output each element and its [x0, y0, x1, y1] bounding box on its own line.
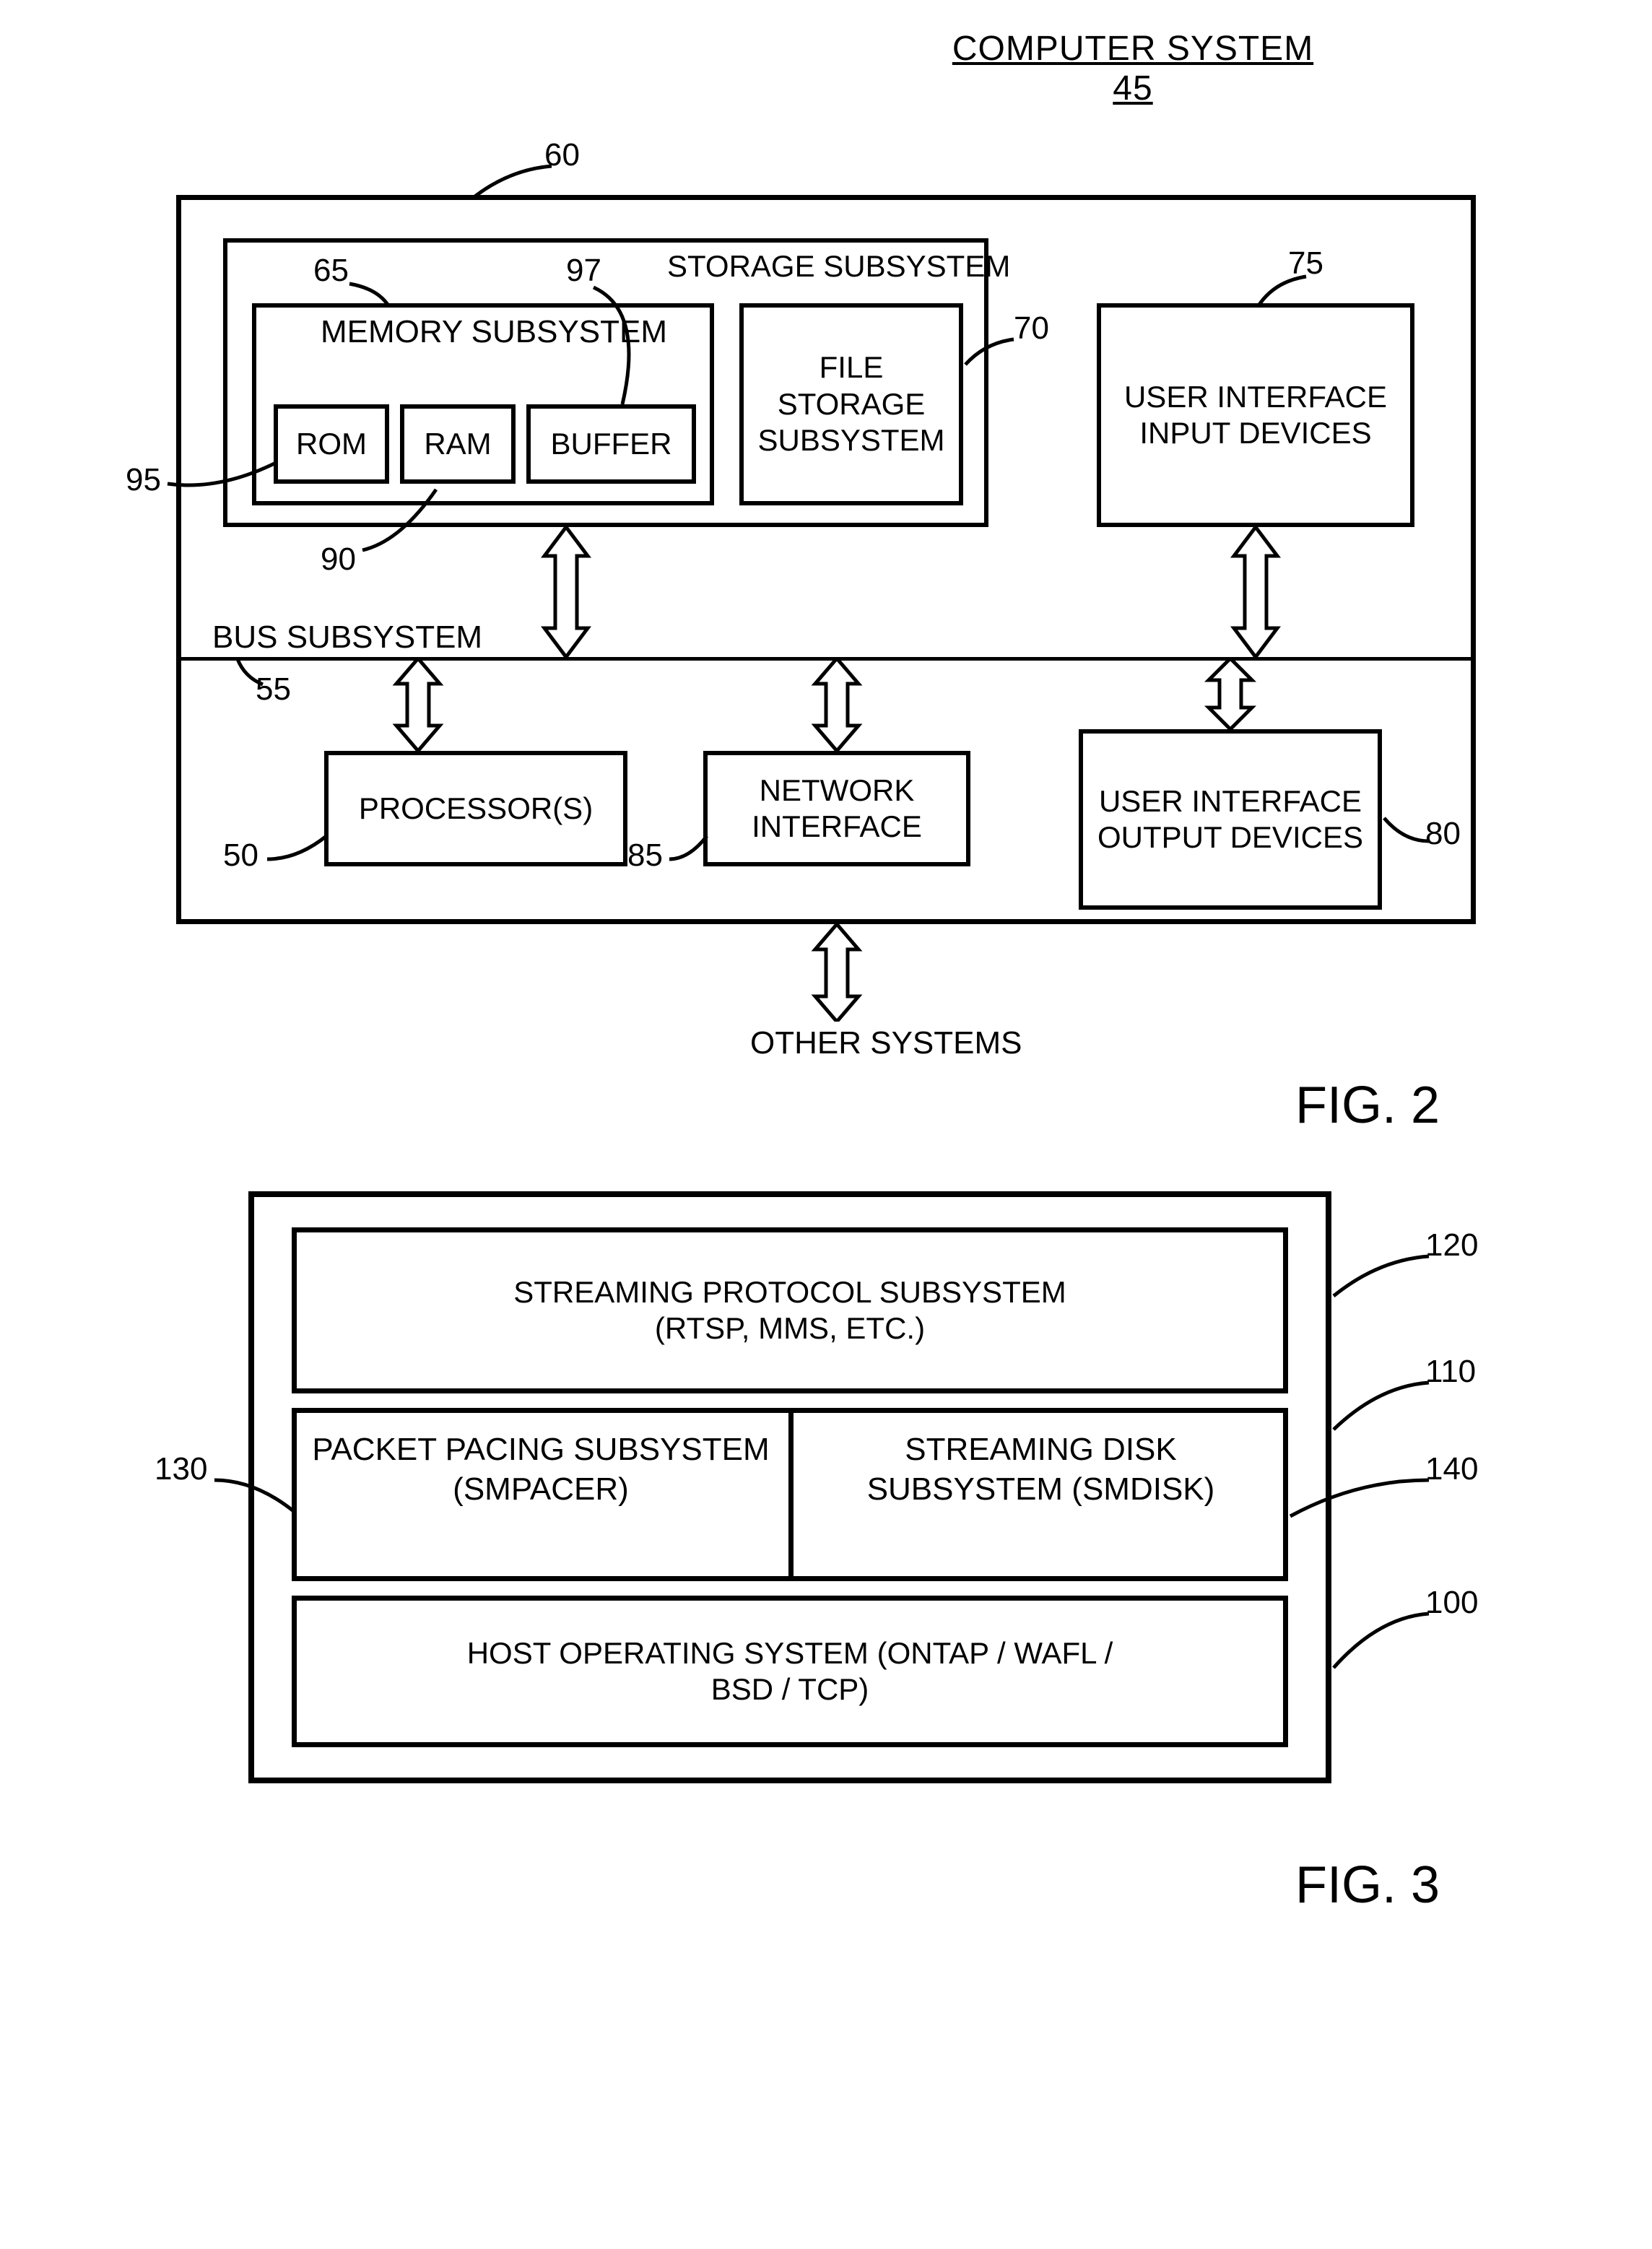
- lead-65: [335, 278, 400, 314]
- arrow-proc-bus: [389, 658, 432, 751]
- ref-130: 130: [155, 1451, 207, 1487]
- packet-pacing-label: PACKET PACING SUBSYSTEM (SMPACER): [306, 1430, 775, 1509]
- buffer-box: BUFFER: [526, 404, 696, 484]
- arrow-uiout-bus: [1201, 658, 1245, 729]
- storage-subsystem-label: STORAGE SUBSYSTEM: [667, 249, 970, 284]
- lead-80: [1378, 812, 1436, 856]
- ref-90: 90: [321, 541, 356, 578]
- fig3-middle-divider: [788, 1413, 794, 1576]
- lead-60: [465, 159, 581, 209]
- lead-140: [1284, 1469, 1436, 1527]
- ref-85: 85: [627, 838, 663, 874]
- lead-85: [664, 830, 714, 874]
- ram-box: RAM: [400, 404, 516, 484]
- network-interface-box: NETWORK INTERFACE: [703, 751, 970, 866]
- fig2-diagram: 60 STORAGE SUBSYSTEM MEMORY SUBSYSTEM RO…: [104, 137, 1548, 1148]
- arrow-net-bus: [808, 658, 851, 751]
- fig3-caption: FIG. 3: [1295, 1856, 1440, 1915]
- host-os-box: HOST OPERATING SYSTEM (ONTAP / WAFL / BS…: [292, 1596, 1288, 1747]
- lead-90: [357, 484, 451, 556]
- fig3-diagram: STREAMING PROTOCOL SUBSYSTEM (RTSP, MMS,…: [104, 1191, 1548, 1949]
- streaming-protocol-box: STREAMING PROTOCOL SUBSYSTEM (RTSP, MMS,…: [292, 1227, 1288, 1393]
- bus-label: BUS SUBSYSTEM: [212, 619, 482, 656]
- lead-75: [1252, 271, 1317, 314]
- title-text: COMPUTER SYSTEM: [952, 30, 1313, 68]
- lead-100: [1328, 1603, 1436, 1675]
- ref-50: 50: [223, 838, 258, 874]
- title-ref: 45: [1113, 69, 1152, 108]
- lead-130: [209, 1469, 303, 1520]
- ui-input-box: USER INTERFACE INPUT DEVICES: [1097, 303, 1414, 527]
- diagram-title: COMPUTER SYSTEM 45: [718, 29, 1548, 108]
- file-storage-box: FILE STORAGE SUBSYSTEM: [739, 303, 963, 505]
- lead-95: [162, 455, 284, 498]
- lead-120: [1328, 1245, 1436, 1303]
- lead-110: [1328, 1372, 1436, 1437]
- other-systems-label: OTHER SYSTEMS: [750, 1025, 923, 1062]
- ref-95: 95: [126, 462, 161, 498]
- streaming-disk-label: STREAMING DISK SUBSYSTEM (SMDISK): [808, 1430, 1274, 1509]
- lead-97: [579, 282, 680, 412]
- rom-box: ROM: [274, 404, 389, 484]
- processor-box: PROCESSOR(S): [324, 751, 627, 866]
- fig2-caption: FIG. 2: [1295, 1076, 1440, 1135]
- arrow-uiin-bus: [1227, 527, 1270, 657]
- arrow-storage-bus: [537, 527, 581, 657]
- arrow-net-other: [808, 924, 851, 1022]
- lead-55: [234, 656, 277, 692]
- lead-50: [261, 830, 334, 874]
- lead-70: [960, 325, 1025, 375]
- ui-output-box: USER INTERFACE OUTPUT DEVICES: [1079, 729, 1382, 910]
